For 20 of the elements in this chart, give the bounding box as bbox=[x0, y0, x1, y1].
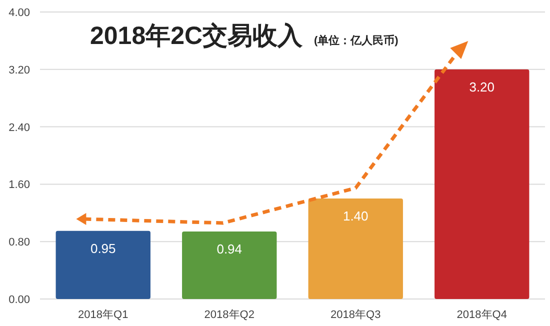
data-label: 0.94 bbox=[216, 242, 242, 257]
y-tick-label: 3.20 bbox=[8, 64, 30, 76]
chart-title: 2018年2C交易收入 bbox=[90, 22, 304, 50]
bar bbox=[56, 230, 150, 299]
x-tick-label: 2018年Q2 bbox=[204, 309, 254, 321]
x-tick-label: 2018年Q3 bbox=[330, 309, 381, 321]
y-tick-label: 0.00 bbox=[8, 294, 30, 306]
text: (单位：亿人民币) bbox=[314, 34, 399, 47]
data-label: 3.20 bbox=[469, 79, 495, 94]
y-tick-label: 0.80 bbox=[8, 236, 30, 249]
y-tick-label: 2.40 bbox=[8, 122, 30, 134]
bar bbox=[308, 198, 403, 299]
x-tick-label: 2018年Q4 bbox=[456, 309, 507, 321]
data-label: 0.95 bbox=[90, 240, 116, 256]
bar bbox=[182, 232, 277, 299]
bar bbox=[434, 69, 530, 299]
data-label: 1.40 bbox=[342, 208, 368, 224]
y-tick-label: 4.00 bbox=[8, 7, 30, 19]
x-tick-label: 2018年Q1 bbox=[78, 309, 128, 321]
y-tick-label: 1.60 bbox=[8, 179, 30, 192]
